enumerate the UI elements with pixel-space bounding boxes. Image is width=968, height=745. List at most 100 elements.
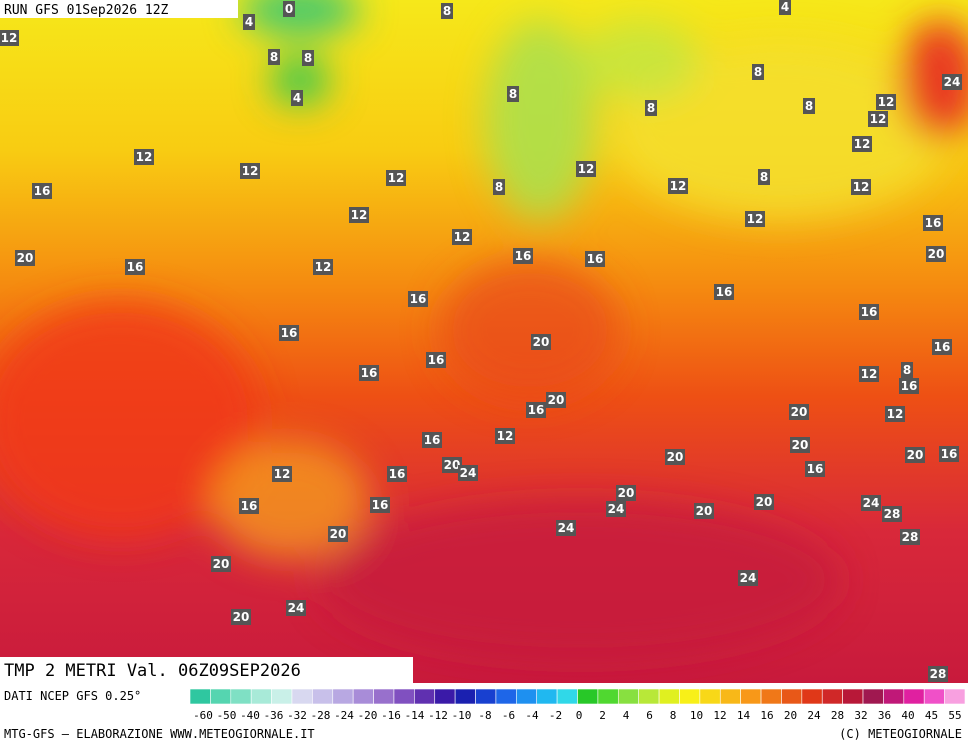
label-box: [803, 98, 815, 114]
label: 8: [903, 363, 911, 377]
label-box: [0, 30, 19, 46]
label: 20: [907, 448, 924, 462]
label-box: [272, 466, 292, 482]
label-box: [240, 163, 260, 179]
colorbar-swatch: [189, 688, 211, 705]
label-box: [458, 465, 478, 481]
label-box: [328, 526, 348, 542]
label-box: [576, 161, 596, 177]
label-box: [942, 74, 962, 90]
colorbar-tick: 16: [760, 709, 773, 722]
label-box: [852, 136, 872, 152]
label-box: [452, 229, 472, 245]
label-box: [859, 304, 879, 320]
colorbar-swatch: [250, 688, 272, 705]
label: 12: [454, 230, 471, 244]
colorbar-swatch: [393, 688, 415, 705]
colorbar-swatch: [454, 688, 476, 705]
colorbar-swatch: [577, 688, 599, 705]
label-box: [507, 86, 519, 102]
label: 8: [304, 51, 312, 65]
label: 20: [533, 335, 550, 349]
label: 20: [17, 251, 34, 265]
label: 20: [792, 438, 809, 452]
footer-left: MTG-GFS — ELABORAZIONE WWW.METEOGIORNALE…: [4, 727, 315, 741]
label-box: [283, 1, 295, 17]
colorbar-swatch: [352, 688, 374, 705]
label: 16: [716, 285, 733, 299]
label-box: [885, 406, 905, 422]
colorbar-tick: -10: [452, 709, 472, 722]
label-box: [851, 179, 871, 195]
label: 20: [330, 527, 347, 541]
label-box: [211, 556, 231, 572]
label-box: [493, 179, 505, 195]
label-box: [422, 432, 442, 448]
run-box: [0, 0, 238, 18]
label-box: [868, 111, 888, 127]
label: 12: [136, 150, 153, 164]
colorbar-tick: -50: [217, 709, 237, 722]
colorbar-tick: 24: [807, 709, 821, 722]
colorbar-swatch: [414, 688, 436, 705]
label: 20: [548, 393, 565, 407]
label: 8: [443, 4, 451, 18]
label: 16: [424, 433, 441, 447]
label-box: [899, 378, 919, 394]
label-box: [313, 259, 333, 275]
colorbar-swatch: [230, 688, 252, 705]
colorbar-swatch: [638, 688, 660, 705]
label: 12: [388, 171, 405, 185]
label-box: [526, 402, 546, 418]
colorbar-swatch: [271, 688, 293, 705]
colorbar-swatch: [699, 688, 721, 705]
label-box: [859, 366, 879, 382]
label-box: [134, 149, 154, 165]
label: 20: [213, 557, 230, 571]
colorbar-swatch: [760, 688, 782, 705]
label-box: [513, 248, 533, 264]
colorbar-swatch: [944, 688, 966, 705]
colorbar-swatch: [883, 688, 905, 705]
label-box: [231, 609, 251, 625]
colorbar-swatch: [291, 688, 313, 705]
colorbar-swatch: [617, 688, 639, 705]
colorbar-swatch: [903, 688, 925, 705]
colorbar-swatch: [781, 688, 803, 705]
label: 16: [361, 366, 378, 380]
label: 8: [760, 170, 768, 184]
label-box: [239, 498, 259, 514]
label: 0: [285, 2, 293, 16]
colorbar-tick: -28: [311, 709, 331, 722]
label: 12: [1, 31, 18, 45]
label-box: [758, 169, 770, 185]
colorbar-tick: 12: [713, 709, 726, 722]
colorbar-swatch: [373, 688, 395, 705]
colorbar-swatch: [597, 688, 619, 705]
label-box: [268, 49, 280, 65]
colorbar-swatch: [332, 688, 354, 705]
label: 16: [428, 353, 445, 367]
label: 16: [410, 292, 427, 306]
label: 8: [805, 99, 813, 113]
label: 20: [756, 495, 773, 509]
label: 20: [928, 247, 945, 261]
label-box: [752, 64, 764, 80]
colorbar-tick: 20: [784, 709, 797, 722]
colorbar-tick: 0: [576, 709, 583, 722]
colorbar-swatch: [556, 688, 578, 705]
label-box: [556, 520, 576, 536]
label: 20: [696, 504, 713, 518]
label: 16: [281, 326, 298, 340]
label: 8: [509, 87, 517, 101]
label: 16: [241, 499, 258, 513]
label: 28: [930, 667, 947, 681]
label: 12: [670, 179, 687, 193]
label-box: [738, 570, 758, 586]
label: 12: [747, 212, 764, 226]
source: DATI NCEP GFS 0.25°: [4, 689, 141, 703]
label: 12: [497, 429, 514, 443]
label: 12: [878, 95, 895, 109]
colorbar-swatch: [475, 688, 497, 705]
